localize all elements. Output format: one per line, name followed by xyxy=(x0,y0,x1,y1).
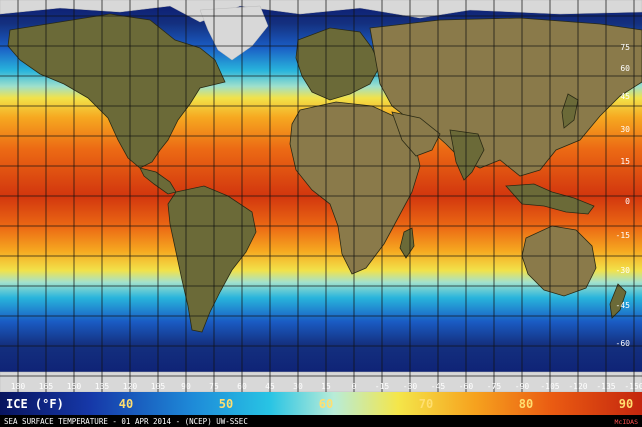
lon-label: 15 xyxy=(321,382,331,391)
south-america xyxy=(167,185,257,333)
lon-label: 150 xyxy=(67,382,82,391)
latitude-labels: 75 60 45 30 15 0 -15 -30 -45 -60 xyxy=(616,43,631,348)
lon-label: 60 xyxy=(237,382,247,391)
map-caption: SEA SURFACE TEMPERATURE - 01 APR 2014 - … xyxy=(4,417,248,426)
lon-label: 90 xyxy=(181,382,191,391)
legend-tick: 60 xyxy=(319,397,333,411)
lat-label: 75 xyxy=(620,43,630,52)
lat-label: -30 xyxy=(616,266,631,275)
lon-label: 180 xyxy=(11,382,26,391)
japan xyxy=(561,93,579,129)
india xyxy=(449,129,485,181)
lon-label: -75 xyxy=(487,382,502,391)
lon-label: 165 xyxy=(39,382,54,391)
lat-label: 0 xyxy=(625,197,630,206)
lon-label: 135 xyxy=(95,382,110,391)
lat-lon-grid xyxy=(0,0,642,392)
lat-label: -60 xyxy=(616,339,631,348)
longitude-labels: 180 165 150 135 120 105 90 75 60 45 30 1… xyxy=(11,382,642,391)
arctic-ice xyxy=(0,0,642,23)
new-zealand xyxy=(609,283,627,319)
lat-label: 15 xyxy=(620,157,630,166)
lat-label: -45 xyxy=(616,301,631,310)
lon-label: -45 xyxy=(431,382,446,391)
lon-label: -30 xyxy=(403,382,418,391)
legend-tick: 50 xyxy=(219,397,233,411)
lon-label: -135 xyxy=(596,382,615,391)
legend-tick: 40 xyxy=(119,397,133,411)
lon-label: -90 xyxy=(515,382,530,391)
temperature-legend: ICE (°F) 40 50 60 70 80 90 xyxy=(0,392,642,415)
lon-label: 0 xyxy=(352,382,357,391)
arabian-peninsula xyxy=(391,111,441,157)
mcidas-credit: McIDAS xyxy=(615,418,639,426)
australia xyxy=(521,225,597,297)
north-america xyxy=(7,13,226,169)
lon-label: -120 xyxy=(568,382,587,391)
legend-tick: 70 xyxy=(419,397,433,411)
lon-label: -15 xyxy=(375,382,390,391)
legend-title: ICE (°F) xyxy=(6,397,64,411)
legend-tick: 90 xyxy=(619,397,633,411)
lat-label: 45 xyxy=(620,92,630,101)
lon-label: 45 xyxy=(265,382,275,391)
caption-strip xyxy=(0,415,642,427)
lon-label: 75 xyxy=(209,382,219,391)
legend-tick: 80 xyxy=(519,397,533,411)
legend-color-bar xyxy=(0,392,642,415)
lat-label: -15 xyxy=(616,231,631,240)
lon-label: -60 xyxy=(459,382,474,391)
lat-label: 60 xyxy=(620,64,630,73)
lon-label: 30 xyxy=(293,382,303,391)
lon-label: -105 xyxy=(540,382,559,391)
lon-label: -150 xyxy=(624,382,642,391)
lon-label: 105 xyxy=(151,382,166,391)
lat-label: 30 xyxy=(620,125,630,134)
lon-label: 120 xyxy=(123,382,138,391)
